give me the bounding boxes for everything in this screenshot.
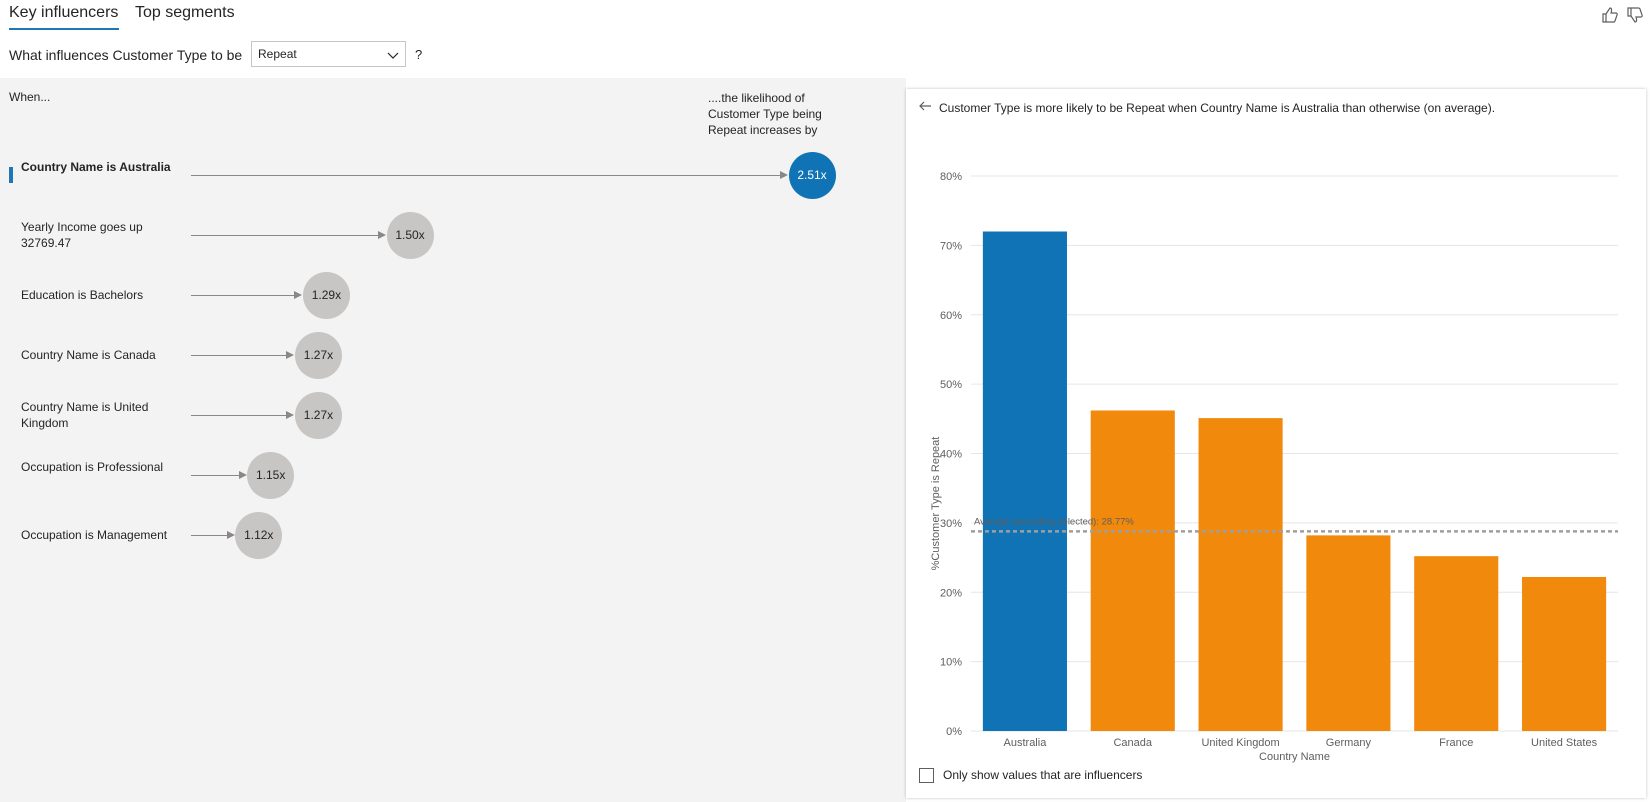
arrow-head-icon (238, 471, 247, 479)
tab-key-influencers[interactable]: Key influencers (9, 4, 119, 21)
influence-bubble[interactable]: 1.27x (294, 332, 342, 379)
influencer-connector (191, 535, 227, 536)
x-tick-label: France (1439, 737, 1473, 749)
x-tick-label: United Kingdom (1201, 737, 1279, 749)
checkbox[interactable] (919, 768, 934, 783)
selected-indicator (9, 167, 13, 183)
detail-description: Customer Type is more likely to be Repea… (939, 101, 1496, 115)
influencer-label: Occupation is Management (21, 528, 168, 542)
influencer-row[interactable]: Country Name is Canada 1.27x (0, 330, 906, 380)
x-axis-title: Country Name (1259, 751, 1330, 763)
y-tick-label: 40% (940, 449, 962, 461)
tab-top-segments[interactable]: Top segments (135, 4, 235, 21)
arrow-head-icon (286, 411, 295, 419)
influence-bubble[interactable]: 1.29x (302, 272, 350, 319)
y-tick-label: 70% (940, 240, 962, 252)
detail-panel: Customer Type is more likely to be Repea… (906, 89, 1646, 798)
help-icon[interactable]: ? (415, 47, 423, 62)
arrow-head-icon (226, 531, 235, 539)
influencer-row[interactable]: Country Name is United Kingdom 1.27x (0, 390, 906, 440)
influence-bubble[interactable]: 1.12x (235, 512, 283, 559)
influencer-row[interactable]: Occupation is Management 1.12x (0, 510, 906, 560)
bar[interactable] (982, 231, 1067, 732)
back-arrow-icon[interactable] (918, 99, 932, 116)
y-tick-label: 30% (940, 518, 962, 530)
bar[interactable] (1306, 535, 1391, 731)
question-text: What influences Customer Type to be (9, 47, 243, 63)
thumbs-down-icon[interactable] (1626, 6, 1644, 29)
influencer-row[interactable]: Education is Bachelors 1.29x (0, 270, 906, 320)
active-tab-underline (9, 28, 119, 30)
outcome-dropdown[interactable]: Repeat (251, 41, 406, 67)
x-tick-label: United States (1531, 737, 1598, 749)
arrow-head-icon (780, 171, 788, 179)
influencer-row[interactable]: Yearly Income goes up 32769.47 1.50x (0, 210, 906, 260)
average-reference-label: Average (excluding selected): 28.77% (974, 516, 1134, 527)
influencer-connector (191, 175, 780, 176)
y-tick-label: 0% (946, 726, 962, 738)
influence-bubble[interactable]: 1.50x (386, 212, 434, 259)
influencer-connector (191, 415, 287, 416)
influencers-panel: When... ....the likelihood of Customer T… (0, 78, 906, 802)
influencer-row[interactable]: Occupation is Professional 1.15x (0, 450, 906, 500)
country-bar-chart: 0% 10% 20% 30% 40% 50% 60% 70% 80% Australia Canad… (930, 171, 1618, 763)
influencer-connector (191, 355, 287, 356)
influencer-label: Education is Bachelors (21, 288, 144, 302)
influencer-connector (191, 295, 295, 296)
bar[interactable] (1414, 556, 1499, 731)
influencer-connector (191, 235, 378, 236)
x-tick-label: Australia (1004, 737, 1048, 749)
influencer-label: Country Name is Australia (21, 160, 171, 174)
y-tick-label: 20% (940, 587, 962, 599)
influencer-label: Country Name is United Kingdom (21, 400, 149, 430)
influencer-label: Occupation is Professional (21, 460, 164, 474)
influencer-label: Yearly Income goes up 32769.47 (21, 220, 143, 250)
y-tick-label: 60% (940, 310, 962, 322)
thumbs-up-icon[interactable] (1601, 6, 1619, 29)
likelihood-label: ....the likelihood of Customer Type bein… (708, 91, 822, 137)
when-label: When... (9, 90, 51, 104)
bar[interactable] (1090, 410, 1175, 731)
influence-bubble[interactable]: 2.51x (788, 152, 836, 199)
y-tick-label: 50% (940, 379, 962, 391)
y-axis-title: %Customer Type is Repeat (930, 437, 942, 571)
checkbox-label: Only show values that are influencers (943, 768, 1143, 782)
influencer-row[interactable]: Country Name is Australia 2.51x (0, 150, 906, 200)
influence-bubble[interactable]: 1.15x (247, 452, 295, 499)
bar[interactable] (1522, 576, 1607, 731)
influence-bubble[interactable]: 1.27x (294, 392, 342, 439)
dropdown-value: Repeat (258, 47, 297, 61)
x-tick-label: Germany (1326, 737, 1372, 749)
influencer-connector (191, 475, 239, 476)
x-tick-label: Canada (1113, 737, 1152, 749)
arrow-head-icon (286, 351, 295, 359)
y-tick-label: 10% (940, 657, 962, 669)
arrow-head-icon (378, 231, 386, 239)
influencer-label: Country Name is Canada (21, 348, 156, 362)
chevron-down-icon (387, 52, 399, 59)
arrow-head-icon (294, 291, 303, 299)
bar[interactable] (1198, 418, 1283, 731)
y-tick-label: 80% (940, 171, 962, 183)
